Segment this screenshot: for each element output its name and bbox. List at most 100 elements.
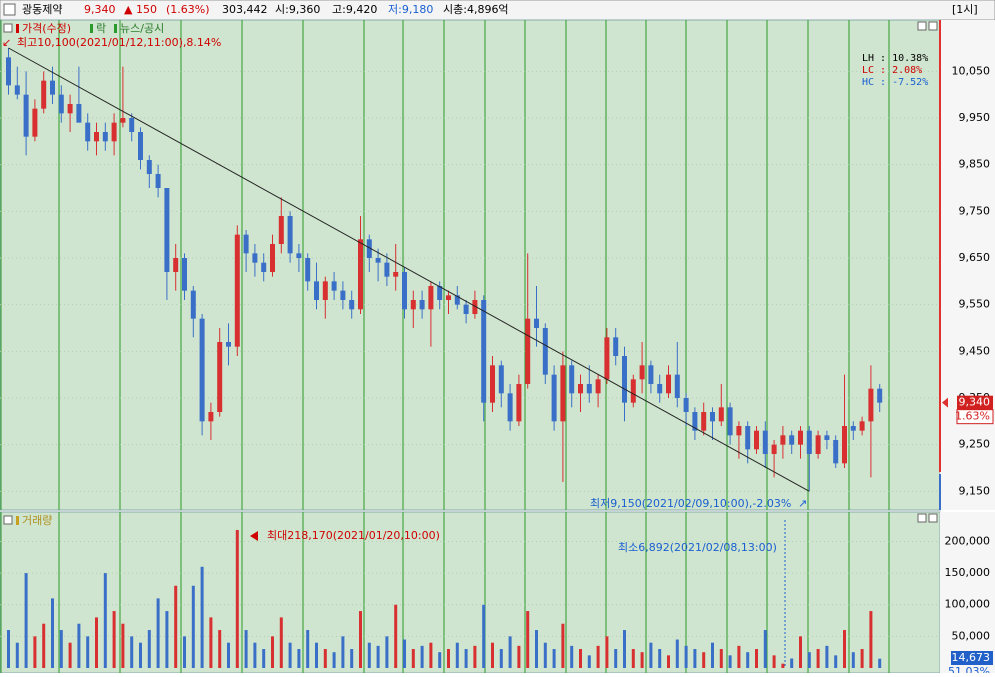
volume-bar — [455, 642, 459, 668]
volume-bar — [482, 604, 486, 668]
volume-bar — [825, 645, 829, 668]
candle-body — [806, 430, 812, 454]
candle-body — [296, 253, 302, 258]
candle-body — [349, 300, 355, 310]
volume-bar — [728, 655, 732, 668]
candle-body — [718, 407, 724, 422]
y-tick-label: 9,650 — [959, 251, 991, 264]
high: 고:9,420 — [332, 3, 377, 16]
volume-bar — [376, 645, 380, 668]
panel-icon[interactable] — [3, 23, 13, 33]
panel-button[interactable] — [928, 21, 938, 31]
candle-body — [542, 328, 548, 375]
candle-body — [850, 426, 856, 431]
legend-swatch — [16, 24, 19, 33]
volume-bar — [834, 655, 838, 668]
volume: 303,442 — [222, 3, 268, 16]
arrow: ↗ — [798, 497, 807, 510]
candle-body — [762, 430, 768, 454]
volume-bar — [719, 649, 723, 668]
volume-bar — [579, 649, 582, 668]
legend-item: 락 — [96, 22, 106, 35]
candle-body — [261, 262, 267, 272]
candle-body — [305, 258, 311, 282]
checkbox[interactable] — [3, 3, 16, 16]
candle-body — [683, 398, 689, 412]
candle-body — [604, 337, 610, 380]
interval[interactable]: [1시] — [952, 3, 978, 16]
candle-body — [76, 104, 82, 123]
candle-body — [463, 304, 469, 314]
v-tick-label: 50,000 — [952, 629, 991, 642]
panel-button[interactable] — [928, 513, 938, 523]
candle-body — [595, 379, 601, 394]
candle-body — [551, 374, 557, 422]
volume-bar — [570, 645, 574, 668]
candle-body — [129, 118, 135, 132]
volume-bar — [851, 652, 855, 668]
volume-bar — [174, 585, 178, 668]
panel-button[interactable] — [917, 21, 927, 31]
volume-ratio-label: 51.03% — [948, 665, 990, 673]
candle-body — [67, 104, 73, 114]
candle-body — [252, 253, 258, 263]
candle-body — [199, 318, 205, 422]
volume-bar — [315, 642, 318, 668]
volume-bar — [77, 623, 81, 668]
volume-bar — [491, 642, 494, 668]
candle-body — [674, 374, 680, 398]
candle-body — [498, 365, 504, 394]
open: 시:9,360 — [275, 3, 320, 16]
candle-body — [630, 379, 636, 403]
volume-bar — [605, 636, 609, 668]
candle-body — [859, 421, 865, 431]
price-box-label: 9,340 — [959, 396, 991, 409]
candle-body — [182, 258, 187, 291]
candle-body — [472, 300, 478, 314]
candle-body — [6, 57, 11, 86]
volume-min-annotation: 최소6,892(2021/02/08,13:00) — [618, 541, 777, 554]
volume-bar — [640, 652, 644, 668]
candle-body — [569, 365, 575, 394]
stat-label: LC : 2.08% — [862, 65, 922, 76]
volume-bar — [367, 642, 371, 668]
price: 9,340 — [84, 3, 116, 16]
legend-item: 가격(수정) — [22, 22, 71, 35]
volume-bar — [614, 649, 618, 668]
volume-bar — [33, 636, 37, 668]
v-tick-label: 150,000 — [945, 566, 991, 579]
candle-body — [613, 337, 619, 356]
candle-body — [32, 108, 38, 137]
volume-bar — [667, 655, 670, 668]
panel-button[interactable] — [917, 513, 927, 523]
volume-bar — [631, 649, 635, 668]
candle-body — [14, 85, 20, 95]
y-tick-label: 9,850 — [959, 158, 991, 171]
stock-name: 광동제약 — [22, 2, 62, 16]
volume-bar — [693, 649, 697, 668]
stat-label: HC : -7.52% — [862, 77, 928, 88]
candle-body — [366, 239, 372, 258]
candle-body — [789, 435, 795, 445]
volume-bar — [746, 652, 750, 668]
y-tick-label: 9,750 — [959, 204, 991, 217]
candle-body — [745, 426, 751, 450]
candle-body — [648, 365, 654, 384]
volume-bar — [209, 617, 213, 668]
volume-bar — [860, 649, 864, 668]
y-tick-label: 10,050 — [952, 64, 991, 77]
volume-bar — [807, 652, 811, 668]
price-box — [957, 395, 993, 410]
volume-bar — [42, 623, 46, 668]
candle-body — [639, 365, 645, 380]
volume-axis — [940, 512, 995, 673]
candle-body — [243, 234, 249, 254]
volume-bar — [763, 630, 767, 668]
volume-bar — [95, 617, 98, 668]
low: 저:9,180 — [388, 3, 433, 16]
candle-body — [428, 286, 434, 310]
candle-body — [278, 216, 284, 244]
candle-body — [217, 342, 223, 412]
panel-icon[interactable] — [3, 515, 13, 525]
